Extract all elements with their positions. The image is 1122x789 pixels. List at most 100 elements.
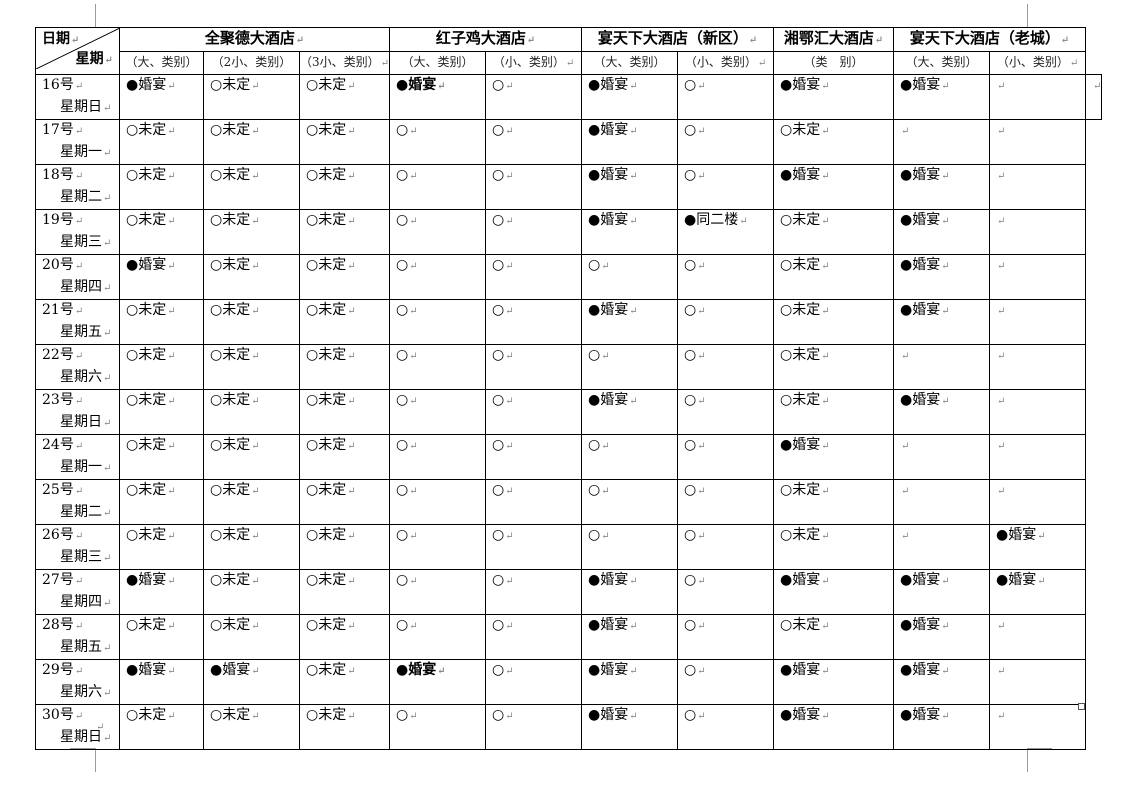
booking-cell[interactable] [1085,74,1103,120]
booking-cell[interactable]: ○ [485,119,583,165]
booking-cell[interactable]: ○未定 [119,299,204,345]
booking-cell[interactable]: ●婚宴 [119,254,204,300]
booking-cell[interactable] [989,74,1087,120]
booking-cell[interactable]: ●婚宴 [581,209,679,255]
booking-cell[interactable]: ○ [485,614,583,660]
booking-cell[interactable]: ○未定 [773,209,895,255]
booking-cell[interactable]: ○未定 [203,254,300,300]
booking-cell[interactable]: ●婚宴 [773,569,895,615]
booking-cell[interactable] [893,344,991,390]
booking-cell[interactable]: ○ [389,209,487,255]
booking-cell[interactable] [893,434,991,480]
booking-cell[interactable] [989,659,1087,705]
booking-cell[interactable]: ○未定 [773,614,895,660]
booking-cell[interactable]: ○ [485,209,583,255]
booking-cell[interactable]: ○未定 [203,164,300,210]
booking-cell[interactable]: ○未定 [298,74,391,120]
booking-cell[interactable]: ●婚宴 [581,614,679,660]
booking-cell[interactable]: ●婚宴 [893,254,991,300]
booking-cell[interactable]: ○未定 [298,569,391,615]
booking-cell[interactable]: ○未定 [119,389,204,435]
booking-cell[interactable]: ○ [389,254,487,300]
booking-cell[interactable]: ○未定 [298,164,391,210]
booking-cell[interactable]: ○ [389,164,487,210]
booking-cell[interactable] [989,389,1087,435]
booking-cell[interactable]: ○未定 [119,614,204,660]
booking-cell[interactable]: ●婚宴 [581,569,679,615]
booking-cell[interactable]: ○未定 [119,524,204,570]
table-resize-handle[interactable] [1078,703,1085,710]
booking-cell[interactable]: ●婚宴 [893,74,991,120]
booking-cell[interactable]: ○未定 [203,344,300,390]
booking-cell[interactable]: ○未定 [298,524,391,570]
booking-cell[interactable]: ○ [677,389,775,435]
booking-cell[interactable]: ●婚宴 [389,74,487,120]
booking-cell[interactable]: ○ [389,704,487,750]
booking-cell[interactable]: ○ [677,704,775,750]
booking-cell[interactable]: ○ [389,434,487,480]
booking-cell[interactable]: ○未定 [119,434,204,480]
booking-cell[interactable]: ○未定 [203,389,300,435]
booking-cell[interactable]: ○ [485,524,583,570]
booking-cell[interactable]: ●婚宴 [119,659,204,705]
booking-cell[interactable]: ○未定 [773,524,895,570]
booking-cell[interactable] [989,254,1087,300]
booking-cell[interactable]: ○ [677,659,775,705]
booking-cell[interactable]: ○未定 [298,209,391,255]
booking-cell[interactable]: ●同二楼 [677,209,775,255]
booking-cell[interactable]: ●婚宴 [581,659,679,705]
booking-cell[interactable]: ○ [677,479,775,525]
booking-cell[interactable]: ○ [581,434,679,480]
booking-cell[interactable]: ○ [389,119,487,165]
booking-cell[interactable] [989,209,1087,255]
booking-cell[interactable] [989,479,1087,525]
booking-cell[interactable]: ●婚宴 [773,704,895,750]
booking-cell[interactable] [989,704,1087,750]
booking-cell[interactable]: ○ [485,254,583,300]
booking-cell[interactable]: ○未定 [298,434,391,480]
booking-cell[interactable]: ○ [389,614,487,660]
booking-cell[interactable] [893,524,991,570]
booking-cell[interactable]: ○未定 [298,614,391,660]
booking-cell[interactable]: ○ [677,614,775,660]
booking-cell[interactable]: ●婚宴 [389,659,487,705]
booking-cell[interactable]: ●婚宴 [773,659,895,705]
booking-cell[interactable]: ○ [581,479,679,525]
booking-cell[interactable]: ○ [677,569,775,615]
booking-cell[interactable]: ○未定 [119,479,204,525]
booking-cell[interactable]: ●婚宴 [989,524,1087,570]
booking-cell[interactable]: ○ [485,344,583,390]
booking-cell[interactable]: ○未定 [203,524,300,570]
booking-cell[interactable]: ○未定 [773,299,895,345]
booking-cell[interactable]: ●婚宴 [893,659,991,705]
booking-cell[interactable]: ○ [677,524,775,570]
booking-cell[interactable]: ○未定 [203,704,300,750]
booking-cell[interactable]: ○未定 [203,119,300,165]
booking-cell[interactable]: ●婚宴 [893,164,991,210]
booking-cell[interactable]: ●婚宴 [581,74,679,120]
booking-cell[interactable]: ○ [485,704,583,750]
booking-cell[interactable]: ●婚宴 [893,614,991,660]
booking-cell[interactable]: ○未定 [203,479,300,525]
booking-cell[interactable] [989,164,1087,210]
booking-cell[interactable]: ○ [389,569,487,615]
booking-cell[interactable]: ○未定 [298,659,391,705]
booking-cell[interactable]: ●婚宴 [581,164,679,210]
booking-cell[interactable]: ●婚宴 [893,209,991,255]
booking-cell[interactable]: ●婚宴 [893,299,991,345]
booking-cell[interactable] [989,344,1087,390]
booking-cell[interactable]: ○未定 [203,614,300,660]
booking-cell[interactable]: ●婚宴 [119,74,204,120]
booking-cell[interactable]: ○未定 [298,479,391,525]
booking-cell[interactable]: ○ [485,389,583,435]
booking-cell[interactable]: ○未定 [119,344,204,390]
booking-cell[interactable]: ○ [485,299,583,345]
booking-cell[interactable]: ●婚宴 [581,119,679,165]
booking-cell[interactable]: ○ [677,119,775,165]
booking-cell[interactable]: ●婚宴 [581,704,679,750]
booking-cell[interactable]: ○未定 [773,254,895,300]
booking-cell[interactable]: ○未定 [119,704,204,750]
booking-cell[interactable]: ○ [485,479,583,525]
booking-cell[interactable]: ○ [389,299,487,345]
booking-cell[interactable]: ○未定 [119,164,204,210]
